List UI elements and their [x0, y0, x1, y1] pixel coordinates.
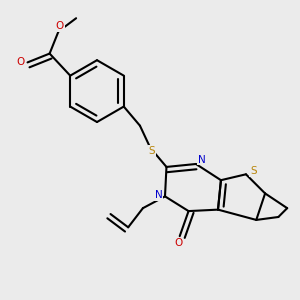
- Text: S: S: [250, 166, 256, 176]
- Text: N: N: [198, 154, 206, 165]
- Text: N: N: [154, 190, 162, 200]
- Text: O: O: [16, 57, 24, 68]
- Text: O: O: [174, 238, 182, 248]
- Text: S: S: [148, 146, 155, 156]
- Text: O: O: [56, 21, 64, 31]
